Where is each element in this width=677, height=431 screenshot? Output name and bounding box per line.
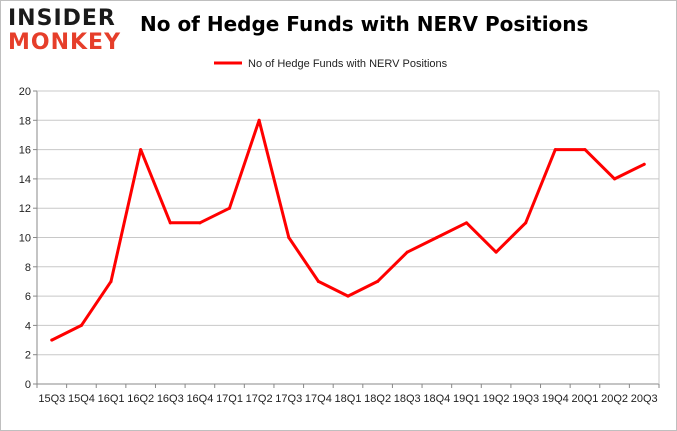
data-point bbox=[228, 206, 232, 210]
x-tick-label: 17Q1 bbox=[216, 393, 243, 405]
y-tick-label: 4 bbox=[25, 320, 31, 332]
data-point bbox=[613, 177, 617, 181]
data-point bbox=[109, 279, 113, 283]
x-tick-label: 19Q2 bbox=[483, 393, 510, 405]
y-tick-label: 14 bbox=[19, 174, 31, 186]
data-point bbox=[50, 338, 54, 342]
x-tick-label: 19Q4 bbox=[542, 393, 569, 405]
data-point bbox=[257, 118, 261, 122]
insider-monkey-logo: INSIDER MONKEY bbox=[8, 6, 128, 56]
y-tick-label: 12 bbox=[19, 203, 31, 215]
y-tick-label: 16 bbox=[19, 145, 31, 157]
data-point bbox=[524, 221, 528, 225]
x-tick-label: 17Q3 bbox=[275, 393, 302, 405]
x-tick-label: 18Q3 bbox=[394, 393, 421, 405]
data-point bbox=[405, 250, 409, 254]
data-point bbox=[494, 250, 498, 254]
y-tick-label: 8 bbox=[25, 262, 31, 274]
logo-text-top: INSIDER bbox=[8, 6, 116, 31]
y-tick-label: 18 bbox=[19, 115, 31, 127]
x-tick-label: 17Q4 bbox=[305, 393, 332, 405]
x-tick-label: 19Q1 bbox=[453, 393, 480, 405]
x-tick-label: 16Q1 bbox=[98, 393, 125, 405]
x-tick-label: 16Q2 bbox=[127, 393, 154, 405]
logo-text-bottom: MONKEY bbox=[8, 30, 122, 55]
data-point bbox=[168, 221, 172, 225]
data-point bbox=[435, 236, 439, 239]
x-tick-label: 20Q2 bbox=[601, 393, 628, 405]
data-point bbox=[287, 236, 291, 239]
x-tick-label: 18Q1 bbox=[335, 393, 362, 405]
x-tick-label: 18Q4 bbox=[423, 393, 450, 405]
x-tick-label: 17Q2 bbox=[246, 393, 273, 405]
x-tick-label: 18Q2 bbox=[364, 393, 391, 405]
x-tick-label: 19Q3 bbox=[512, 393, 539, 405]
x-tick-label: 16Q4 bbox=[186, 393, 213, 405]
y-tick-label: 2 bbox=[25, 350, 31, 362]
series-line bbox=[50, 118, 646, 342]
y-tick-label: 6 bbox=[25, 291, 31, 303]
x-tick-label: 15Q4 bbox=[68, 393, 95, 405]
data-point bbox=[642, 162, 646, 166]
y-tick-label: 10 bbox=[19, 233, 31, 245]
y-tick-label: 0 bbox=[25, 379, 31, 391]
x-tick-label: 20Q1 bbox=[571, 393, 598, 405]
chart-title: No of Hedge Funds with NERV Positions bbox=[140, 12, 589, 36]
legend-label: No of Hedge Funds with NERV Positions bbox=[248, 58, 448, 70]
x-tick-label: 20Q3 bbox=[631, 393, 658, 405]
y-tick-label: 20 bbox=[19, 86, 31, 98]
data-point bbox=[553, 148, 557, 152]
x-tick-label: 16Q3 bbox=[157, 393, 184, 405]
data-point bbox=[139, 148, 143, 152]
data-point bbox=[583, 148, 587, 152]
x-tick-label: 15Q3 bbox=[38, 393, 65, 405]
data-point bbox=[376, 279, 380, 283]
data-point bbox=[464, 221, 468, 225]
data-point bbox=[316, 279, 320, 283]
data-point bbox=[198, 221, 202, 225]
data-point bbox=[79, 323, 83, 327]
data-point bbox=[346, 294, 350, 298]
